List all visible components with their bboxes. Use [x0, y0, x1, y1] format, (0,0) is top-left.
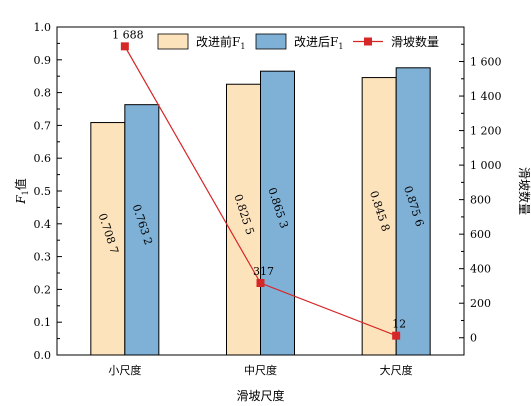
left-axis-tick-label: 0.6 [34, 152, 52, 165]
legend-label: 滑坡数量 [391, 34, 439, 49]
right-axis-tick-label: 800 [470, 194, 491, 207]
left-axis-tick-label: 0.8 [34, 87, 52, 100]
right-axis-tick-label: 1 400 [470, 90, 502, 103]
bar [395, 67, 431, 356]
line-point [256, 279, 265, 288]
line-data-label: 12 [392, 318, 406, 331]
bar [226, 83, 261, 356]
left-axis-tick-label: 0.3 [34, 251, 52, 264]
legend-swatch [255, 33, 287, 50]
left-axis-tick-label: 0.1 [34, 316, 52, 329]
right-axis-tick-label: 600 [470, 228, 491, 241]
bar [260, 70, 295, 356]
right-axis-tick-label: 400 [470, 263, 491, 276]
x-axis-title: 滑坡尺度 [236, 388, 284, 403]
legend: 改进前F1 改进后F1 滑坡数量 [157, 33, 439, 51]
left-axis-title: F1值 [13, 178, 30, 204]
legend-swatch [157, 33, 189, 50]
x-axis-tick-label: 小尺度 [108, 363, 141, 377]
bar [361, 77, 397, 356]
bar [124, 104, 160, 356]
right-axis-tick-label: 1 600 [470, 56, 502, 69]
left-axis-tick-label: 0.9 [34, 54, 52, 67]
line-point [392, 331, 401, 340]
bars-layer [90, 67, 431, 356]
line-data-label: 1 688 [112, 28, 144, 41]
x-axis-tick-label: 大尺度 [380, 363, 413, 377]
left-axis-tick-label: 0.5 [34, 185, 52, 198]
axes-layer: 0.0 0.1 0.2 0.3 0.4 0.5 0.6 0.7 0.8 0.9 1.0 0 200 400… [13, 21, 531, 403]
right-axis-tick-label: 1 000 [470, 159, 502, 172]
right-axis-tick-label: 1 200 [470, 125, 502, 138]
left-axis-tick-label: 0.4 [34, 218, 52, 231]
line-point [120, 42, 129, 51]
right-axis-tick-label: 200 [470, 297, 491, 310]
bar [90, 122, 126, 356]
x-axis-tick-label: 中尺度 [244, 363, 277, 377]
line-layer [120, 42, 401, 340]
left-axis-tick-label: 0.0 [34, 349, 52, 362]
left-axis-tick-label: 0.2 [34, 283, 52, 296]
right-axis-title: 滑坡数量 [517, 167, 531, 215]
legend-label: 改进前F1 [196, 34, 245, 51]
left-axis-tick-label: 0.7 [34, 119, 52, 132]
right-axis-tick-label: 0 [470, 332, 477, 345]
left-axis-tick-label: 1.0 [34, 21, 52, 34]
legend-label: 改进后F1 [294, 35, 343, 51]
legend-marker [364, 37, 372, 46]
line-data-label: 317 [253, 265, 274, 278]
